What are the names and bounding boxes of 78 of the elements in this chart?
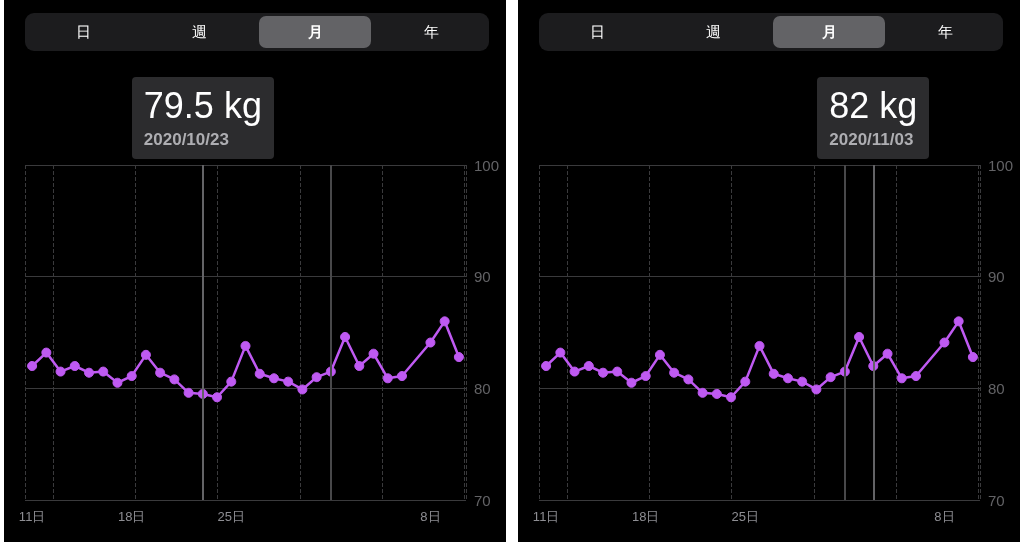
point: [27, 361, 38, 371]
point: [598, 367, 609, 378]
y-tick-label: 70: [474, 491, 491, 509]
point: [640, 371, 651, 382]
x-tick-label: 8日: [934, 509, 955, 524]
text: 79.5 kg: [143, 84, 262, 128]
point: [754, 340, 765, 351]
point: [155, 367, 166, 378]
point: [882, 348, 893, 359]
x-tick-label: 11日: [18, 509, 46, 524]
point: [939, 337, 950, 348]
point: [697, 387, 708, 398]
point: [354, 361, 365, 371]
point: [740, 376, 751, 387]
point: [825, 372, 836, 383]
text: 2020/11/03: [829, 129, 915, 151]
point: [654, 349, 665, 360]
y-tick-label: 90: [474, 268, 491, 286]
point: [768, 368, 779, 379]
x-tick-label: 25日: [217, 509, 246, 524]
y-tick-label: 70: [988, 491, 1005, 509]
point: [112, 377, 123, 388]
y-tick-label: 90: [988, 268, 1005, 286]
point: [583, 361, 594, 371]
point: [555, 347, 566, 358]
point: [541, 361, 552, 371]
point: [340, 331, 351, 342]
x-tick-label: 18日: [117, 509, 146, 524]
point: [98, 366, 109, 377]
point: [726, 392, 737, 403]
point: [626, 377, 637, 388]
point: [896, 373, 907, 384]
period-selector: 日 週 月 年: [25, 13, 489, 51]
point: [268, 373, 279, 384]
point: [854, 331, 865, 342]
point: [283, 376, 294, 387]
point: [396, 371, 407, 382]
point: [612, 366, 623, 377]
point: [55, 366, 66, 377]
x-tick-label: 18日: [631, 509, 660, 524]
point: [169, 374, 180, 385]
point: [669, 367, 680, 378]
text: 82 kg: [829, 84, 918, 128]
point: [41, 347, 52, 358]
point: [439, 316, 450, 327]
point: [953, 316, 964, 327]
point: [425, 337, 436, 348]
point: [782, 373, 793, 384]
y-tick-label: 100: [988, 156, 1014, 174]
point: [183, 387, 194, 398]
point: [254, 368, 265, 379]
point: [683, 374, 694, 385]
period-selector: 日 週 月 年: [539, 13, 1003, 51]
point: [910, 371, 921, 382]
x-tick-label: 11日: [532, 509, 560, 524]
point: [569, 366, 580, 377]
point: [453, 352, 464, 363]
point: [84, 367, 95, 378]
point: [368, 348, 379, 359]
point: [240, 340, 251, 351]
point: [140, 349, 151, 360]
point: [226, 376, 237, 387]
point: [126, 371, 137, 382]
point: [797, 376, 808, 387]
point: [69, 361, 80, 371]
text: 2020/10/23: [143, 129, 230, 151]
point: [967, 352, 978, 363]
x-tick-label: 25日: [731, 509, 760, 524]
point: [297, 384, 308, 395]
y-tick-label: 80: [474, 379, 491, 397]
point: [811, 384, 822, 395]
point: [311, 372, 322, 383]
y-tick-label: 80: [988, 379, 1005, 397]
point: [212, 392, 223, 403]
point: [382, 373, 393, 384]
x-tick-label: 8日: [420, 509, 441, 524]
point: [711, 388, 722, 399]
y-tick-label: 100: [474, 156, 500, 174]
